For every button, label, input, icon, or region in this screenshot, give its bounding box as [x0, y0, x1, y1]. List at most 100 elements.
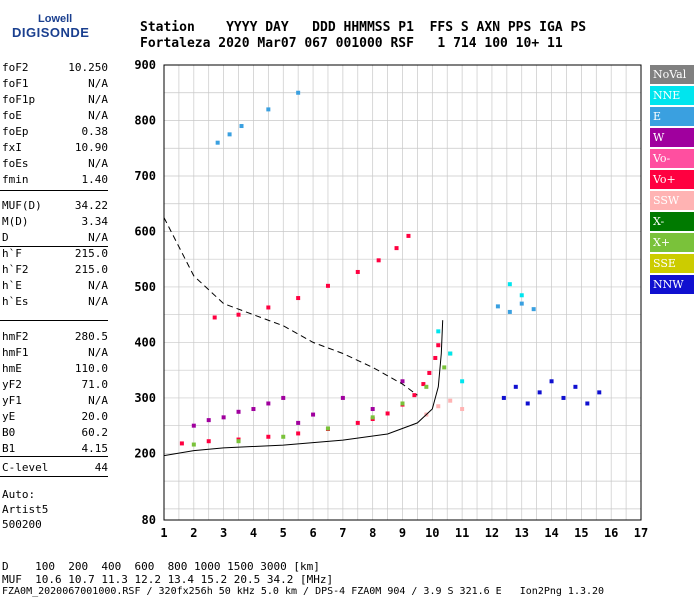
data-point: [531, 307, 536, 312]
param-mufd: MUF(D) 34.22: [2, 198, 108, 213]
param-name: B0: [2, 426, 16, 439]
param-b1: B1 4.15: [2, 441, 108, 456]
param-fof1: foF1 N/A: [2, 76, 108, 91]
data-point: [549, 379, 554, 384]
x-tick-label: 12: [485, 526, 499, 540]
param-value: 10.90: [74, 141, 108, 154]
data-point: [400, 401, 405, 406]
data-point: [266, 107, 271, 112]
legend-nnw: NNW: [650, 275, 694, 294]
param-name: B1: [2, 442, 16, 455]
x-tick-label: 11: [455, 526, 469, 540]
data-point: [266, 434, 271, 439]
separator: [0, 456, 108, 457]
param-hme: hmE 110.0: [2, 361, 108, 376]
data-point: [281, 434, 286, 439]
y-tick-label: 500: [134, 280, 156, 294]
x-tick-label: 14: [544, 526, 558, 540]
data-point: [251, 407, 256, 412]
param-name: fxI: [2, 141, 22, 154]
autoscale-label: Auto:: [2, 488, 36, 501]
param-clevel: C-level 44: [2, 460, 108, 475]
param-hmf1: hmF1 N/A: [2, 345, 108, 360]
param-name: foF2: [2, 61, 29, 74]
data-point: [206, 418, 211, 423]
y-tick-label: 80: [142, 513, 156, 527]
param-value: N/A: [88, 346, 108, 359]
param-name: hmF1: [2, 346, 29, 359]
param-he: h`E N/A: [2, 278, 108, 293]
data-point: [421, 382, 426, 387]
param-name: MUF(D): [2, 199, 42, 212]
param-value: 0.38: [81, 125, 109, 138]
param-foes: foEs N/A: [2, 156, 108, 171]
x-tick-label: 15: [574, 526, 588, 540]
data-point: [400, 379, 405, 384]
param-ye: yE 20.0: [2, 409, 108, 424]
y-tick-label: 600: [134, 224, 156, 238]
param-value: 71.0: [81, 378, 109, 391]
x-tick-label: 6: [309, 526, 316, 540]
data-point: [266, 305, 271, 310]
data-point: [355, 269, 360, 274]
param-value: N/A: [88, 157, 108, 170]
data-point: [191, 423, 196, 428]
x-tick-label: 16: [604, 526, 618, 540]
data-point: [513, 384, 518, 389]
data-point: [460, 407, 465, 412]
legend-ssw: SSW: [650, 191, 694, 210]
data-point: [296, 431, 301, 436]
data-point: [406, 233, 411, 238]
data-point: [370, 407, 375, 412]
param-foe: foE N/A: [2, 108, 108, 123]
data-point: [448, 351, 453, 356]
param-fmin: fmin 1.40: [2, 172, 108, 187]
separator: [0, 476, 108, 477]
param-hes: h`Es N/A: [2, 294, 108, 309]
param-name: h`F: [2, 247, 22, 260]
data-point: [206, 439, 211, 444]
param-value: 10.250: [68, 61, 108, 74]
data-point: [442, 365, 447, 370]
param-value: N/A: [88, 295, 108, 308]
x-tick-label: 7: [339, 526, 346, 540]
y-tick-label: 800: [134, 113, 156, 127]
param-value: 280.5: [74, 330, 108, 343]
separator: [0, 320, 108, 321]
legend-w: W: [650, 128, 694, 147]
data-point: [412, 393, 417, 398]
param-value: 44: [94, 461, 108, 474]
param-value: N/A: [88, 77, 108, 90]
data-point: [573, 384, 578, 389]
separator: [0, 246, 108, 247]
data-point: [385, 411, 390, 416]
param-d: D N/A: [2, 230, 108, 245]
param-value: N/A: [88, 394, 108, 407]
data-point: [266, 401, 271, 406]
data-point: [433, 355, 438, 360]
y-tick-label: 900: [134, 58, 156, 72]
y-tick-label: 700: [134, 169, 156, 183]
x-tick-label: 1: [160, 526, 167, 540]
data-point: [436, 329, 441, 334]
data-point: [519, 293, 524, 298]
param-name: M(D): [2, 215, 29, 228]
param-value: 215.0: [74, 247, 108, 260]
param-value: N/A: [88, 279, 108, 292]
profile-curve: [163, 320, 444, 457]
data-point: [355, 420, 360, 425]
param-name: yF2: [2, 378, 22, 391]
param-name: h`Es: [2, 295, 29, 308]
data-point: [325, 426, 330, 431]
data-point: [311, 412, 316, 417]
y-tick-label: 200: [134, 446, 156, 460]
param-value: 34.22: [74, 199, 108, 212]
param-value: N/A: [88, 231, 108, 244]
param-value: 20.0: [81, 410, 109, 423]
param-hf2: h`F2 215.0: [2, 262, 108, 277]
param-name: foEs: [2, 157, 29, 170]
data-point: [239, 124, 244, 129]
param-name: foF1: [2, 77, 29, 90]
param-value: N/A: [88, 93, 108, 106]
x-tick-label: 13: [515, 526, 529, 540]
